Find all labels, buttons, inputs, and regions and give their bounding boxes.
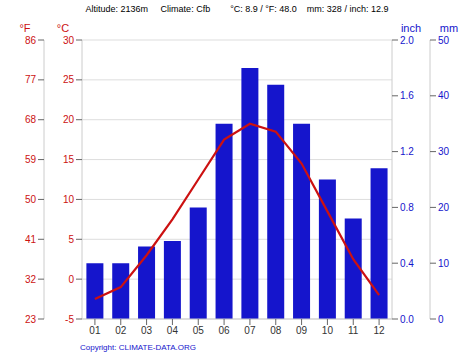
svg-text:50: 50: [438, 35, 450, 46]
svg-text:0.8: 0.8: [400, 202, 414, 213]
svg-text:0: 0: [68, 274, 74, 285]
svg-text:10: 10: [438, 258, 450, 269]
svg-text:04: 04: [167, 325, 179, 336]
svg-text:0.0: 0.0: [400, 314, 414, 325]
svg-text:10: 10: [322, 325, 334, 336]
svg-text:59: 59: [25, 154, 37, 165]
svg-text:77: 77: [25, 74, 37, 85]
svg-text:86: 86: [25, 35, 37, 46]
svg-text:5: 5: [68, 234, 74, 245]
svg-text:30: 30: [438, 146, 450, 157]
svg-text:12: 12: [374, 325, 386, 336]
svg-text:mm: mm: [440, 22, 458, 34]
svg-text:03: 03: [141, 325, 153, 336]
svg-text:50: 50: [25, 194, 37, 205]
svg-text:08: 08: [270, 325, 282, 336]
svg-text:11: 11: [348, 325, 359, 336]
html-text:Copyright: CLIMATE-DATA.ORG: Copyright: CLIMATE-DATA.ORG: [80, 343, 196, 352]
svg-text:68: 68: [25, 114, 37, 125]
svg-text:06: 06: [219, 325, 231, 336]
svg-text:41: 41: [25, 234, 37, 245]
svg-text:20: 20: [438, 202, 450, 213]
svg-text:25: 25: [63, 74, 75, 85]
svg-text:05: 05: [193, 325, 205, 336]
svg-text:30: 30: [63, 35, 75, 46]
html-text:Altitude: 2136m Climate: Cfb °: Altitude: 2136m Climate: Cfb °C: 8.9 / °…: [85, 4, 389, 14]
svg-text:20: 20: [63, 114, 75, 125]
svg-text:-5: -5: [65, 314, 74, 325]
svg-text:inch: inch: [401, 22, 421, 34]
svg-text:07: 07: [244, 325, 256, 336]
svg-text:°C: °C: [57, 22, 69, 34]
svg-text:15: 15: [63, 154, 75, 165]
svg-text:02: 02: [115, 325, 127, 336]
svg-text:40: 40: [438, 90, 450, 101]
svg-text:23: 23: [25, 314, 37, 325]
svg-text:09: 09: [296, 325, 308, 336]
svg-text:01: 01: [89, 325, 101, 336]
svg-text:10: 10: [63, 194, 75, 205]
svg-text:0: 0: [438, 314, 444, 325]
svg-text:0.4: 0.4: [400, 258, 414, 269]
svg-text:1.2: 1.2: [400, 146, 414, 157]
svg-text:2.0: 2.0: [400, 35, 414, 46]
svg-text:°F: °F: [19, 22, 30, 34]
svg-text:1.6: 1.6: [400, 90, 414, 101]
svg-text:32: 32: [25, 274, 37, 285]
